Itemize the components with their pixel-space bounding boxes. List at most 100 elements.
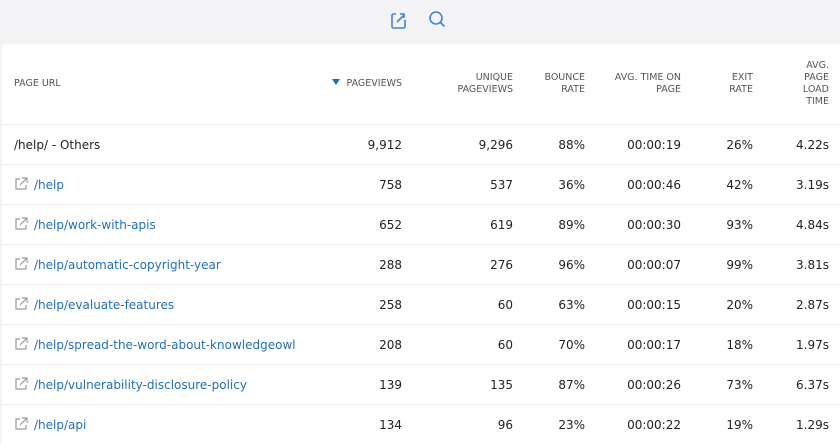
external-link-icon[interactable] [14,337,28,351]
cell-value: 63% [558,298,585,312]
metric-cell: 93% [693,205,765,245]
table-body: /help/ - Others 9,912 9,296 88% 00:00:19 26% 4… [1,125,840,444]
metric-cell: 00:00:26 [597,365,693,405]
cell-value: 60 [498,338,513,352]
external-link-icon[interactable] [14,417,28,431]
external-link-icon[interactable] [14,297,28,311]
page-url-cell: /help/spread-the-word-about-knowledgeowl [1,325,301,365]
cell-value: 26% [726,138,753,152]
metric-cell: 73% [693,365,765,405]
cell-value: 18% [726,338,753,352]
cell-value: 19% [726,418,753,432]
metric-cell: 208 [301,325,414,365]
metric-cell: 00:00:17 [597,325,693,365]
page-link[interactable]: /help/evaluate-features [34,298,174,312]
cell-value: 42% [726,178,753,192]
page-url-cell: /help/api [1,405,301,444]
page-link[interactable]: /help/spread-the-word-about-knowledgeowl [34,338,296,352]
header-text: BOUNCE RATE [535,72,585,96]
cell-value: 4.22s [796,138,829,152]
page-link[interactable]: /help/work-with-apis [34,218,156,232]
cell-value: 00:00:22 [627,418,681,432]
header-text: AVG. TIME ON PAGE [601,72,681,96]
cell-value: 87% [558,378,585,392]
page-url-cell: /help/ - Others [1,125,301,165]
cell-value: 135 [490,378,513,392]
cell-value: 88% [558,138,585,152]
page-link[interactable]: /help/api [34,418,86,432]
external-link-icon[interactable] [14,217,28,231]
cell-value: 258 [379,298,402,312]
page-link[interactable]: /help [34,178,64,192]
icon-path [16,298,27,309]
search-icon[interactable] [428,10,446,30]
cell-value: 208 [379,338,402,352]
cell-value: 3.81s [796,258,829,272]
metric-cell: 276 [414,245,525,285]
icon-path [16,378,27,389]
cell-value: 9,296 [479,138,513,152]
metric-cell: 537 [414,165,525,205]
metric-cell: 19% [693,405,765,444]
cell-value: 00:00:46 [627,178,681,192]
metric-cell: 3.81s [765,245,840,285]
external-link-icon[interactable] [14,177,28,191]
metric-cell: 4.84s [765,205,840,245]
sort-indicator [332,79,340,85]
external-link-icon[interactable] [14,377,28,391]
metric-cell: 134 [301,405,414,444]
metric-cell: 26% [693,125,765,165]
cell-value: 60 [498,298,513,312]
column-header[interactable]: PAGEVIEWS [301,44,414,125]
cell-value: 93% [726,218,753,232]
page-group: /help/ - Others [14,138,100,152]
cell-value: 276 [490,258,513,272]
metric-cell: 3.19s [765,165,840,205]
metric-cell: 00:00:22 [597,405,693,444]
metric-cell: 9,912 [301,125,414,165]
metric-cell: 96% [525,245,597,285]
icon-path [16,178,27,189]
metric-cell: 60 [414,285,525,325]
metric-cell: 00:00:07 [597,245,693,285]
cell-value: 537 [490,178,513,192]
cell-value: 70% [558,338,585,352]
metric-cell: 1.29s [765,405,840,444]
metric-cell: 652 [301,205,414,245]
page-link[interactable]: /help/automatic-copyright-year [34,258,221,272]
column-header: AVG. TIME ON PAGE [597,44,693,125]
cell-value: 134 [379,418,402,432]
metric-cell: 87% [525,365,597,405]
cell-value: 3.19s [796,178,829,192]
export-icon[interactable] [390,10,408,30]
cell-value: 6.37s [796,378,829,392]
cell-value: 96% [558,258,585,272]
cell-value: 20% [726,298,753,312]
cell-value: 00:00:19 [627,138,681,152]
cell-value: 00:00:15 [627,298,681,312]
header-text: UNIQUE PAGEVIEWS [443,72,513,96]
metric-cell: 135 [414,365,525,405]
metric-cell: 9,296 [414,125,525,165]
metric-cell: 6.37s [765,365,840,405]
external-link-icon[interactable] [14,257,28,271]
cell-value: 73% [726,378,753,392]
cell-value: 00:00:17 [627,338,681,352]
page-link[interactable]: /help/vulnerability-disclosure-policy [34,378,247,392]
metric-cell: 258 [301,285,414,325]
page-url-cell: /help [1,165,301,205]
metric-cell: 63% [525,285,597,325]
icon-path [16,258,27,269]
metric-cell: 96 [414,405,525,444]
column-header: UNIQUE PAGEVIEWS [414,44,525,125]
metric-cell: 00:00:19 [597,125,693,165]
column-header: BOUNCE RATE [525,44,597,125]
page-url-cell: /help/evaluate-features [1,285,301,325]
table-row: /help/ - Others 9,912 9,296 88% 00:00:19 26% 4… [1,125,840,165]
column-header: AVG. PAGE LOAD TIME [765,44,840,125]
